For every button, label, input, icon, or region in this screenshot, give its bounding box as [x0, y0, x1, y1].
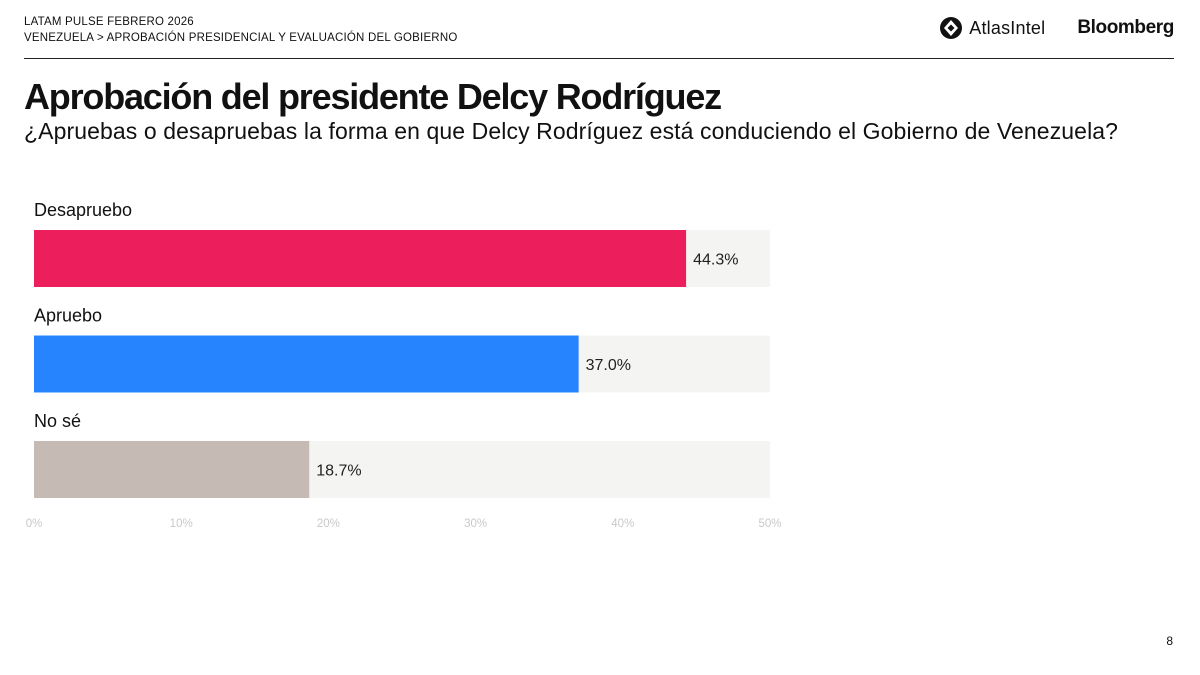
bar-no-se: [34, 441, 310, 498]
report-series-label: LATAM PULSE FEBRERO 2026: [24, 16, 194, 28]
category-label-no-se: No sé: [34, 411, 81, 431]
report-header: LATAM PULSE FEBRERO 2026 VENEZUELA > APR…: [24, 14, 457, 46]
bar-apruebo: [34, 335, 579, 393]
value-label-apruebo: 37.0%: [586, 357, 631, 374]
x-tick-label-40: 40%: [611, 518, 634, 530]
x-tick-label-20: 20%: [317, 518, 340, 530]
x-axis: 0% 10% 20% 30% 40% 50%: [26, 518, 782, 530]
logo-bar: AtlasIntel Bloomberg: [939, 16, 1174, 40]
value-label-no-se: 18.7%: [316, 463, 361, 480]
bars-layer: Desapruebo 44.3% Apruebo 37.0% No sé 18.7%: [34, 200, 770, 498]
survey-question: ¿Apruebas o desapruebas la forma en que …: [24, 118, 1119, 144]
x-tick-label-50: 50%: [758, 518, 781, 530]
category-label-desapruebo: Desapruebo: [34, 200, 132, 220]
bar-desapruebo: [34, 230, 687, 287]
atlasintel-logo: AtlasIntel: [939, 16, 1045, 40]
atlasintel-wordmark: AtlasIntel: [969, 17, 1046, 38]
page-number: 8: [1166, 634, 1173, 648]
atlasintel-mark-icon: [940, 17, 963, 39]
value-label-desapruebo: 44.3%: [693, 252, 738, 269]
bloomberg-logo: Bloomberg: [1077, 17, 1174, 38]
x-tick-label-30: 30%: [464, 518, 487, 530]
x-tick-label-0: 0%: [26, 518, 43, 530]
x-tick-label-10: 10%: [170, 518, 193, 530]
report-section-breadcrumb: VENEZUELA > APROBACIÓN PRESIDENCIAL Y EV…: [24, 32, 458, 44]
chart-title: Aprobación del presidente Delcy Rodrígue…: [24, 76, 722, 117]
category-label-apruebo: Apruebo: [34, 306, 102, 326]
header-divider: [24, 58, 1174, 59]
